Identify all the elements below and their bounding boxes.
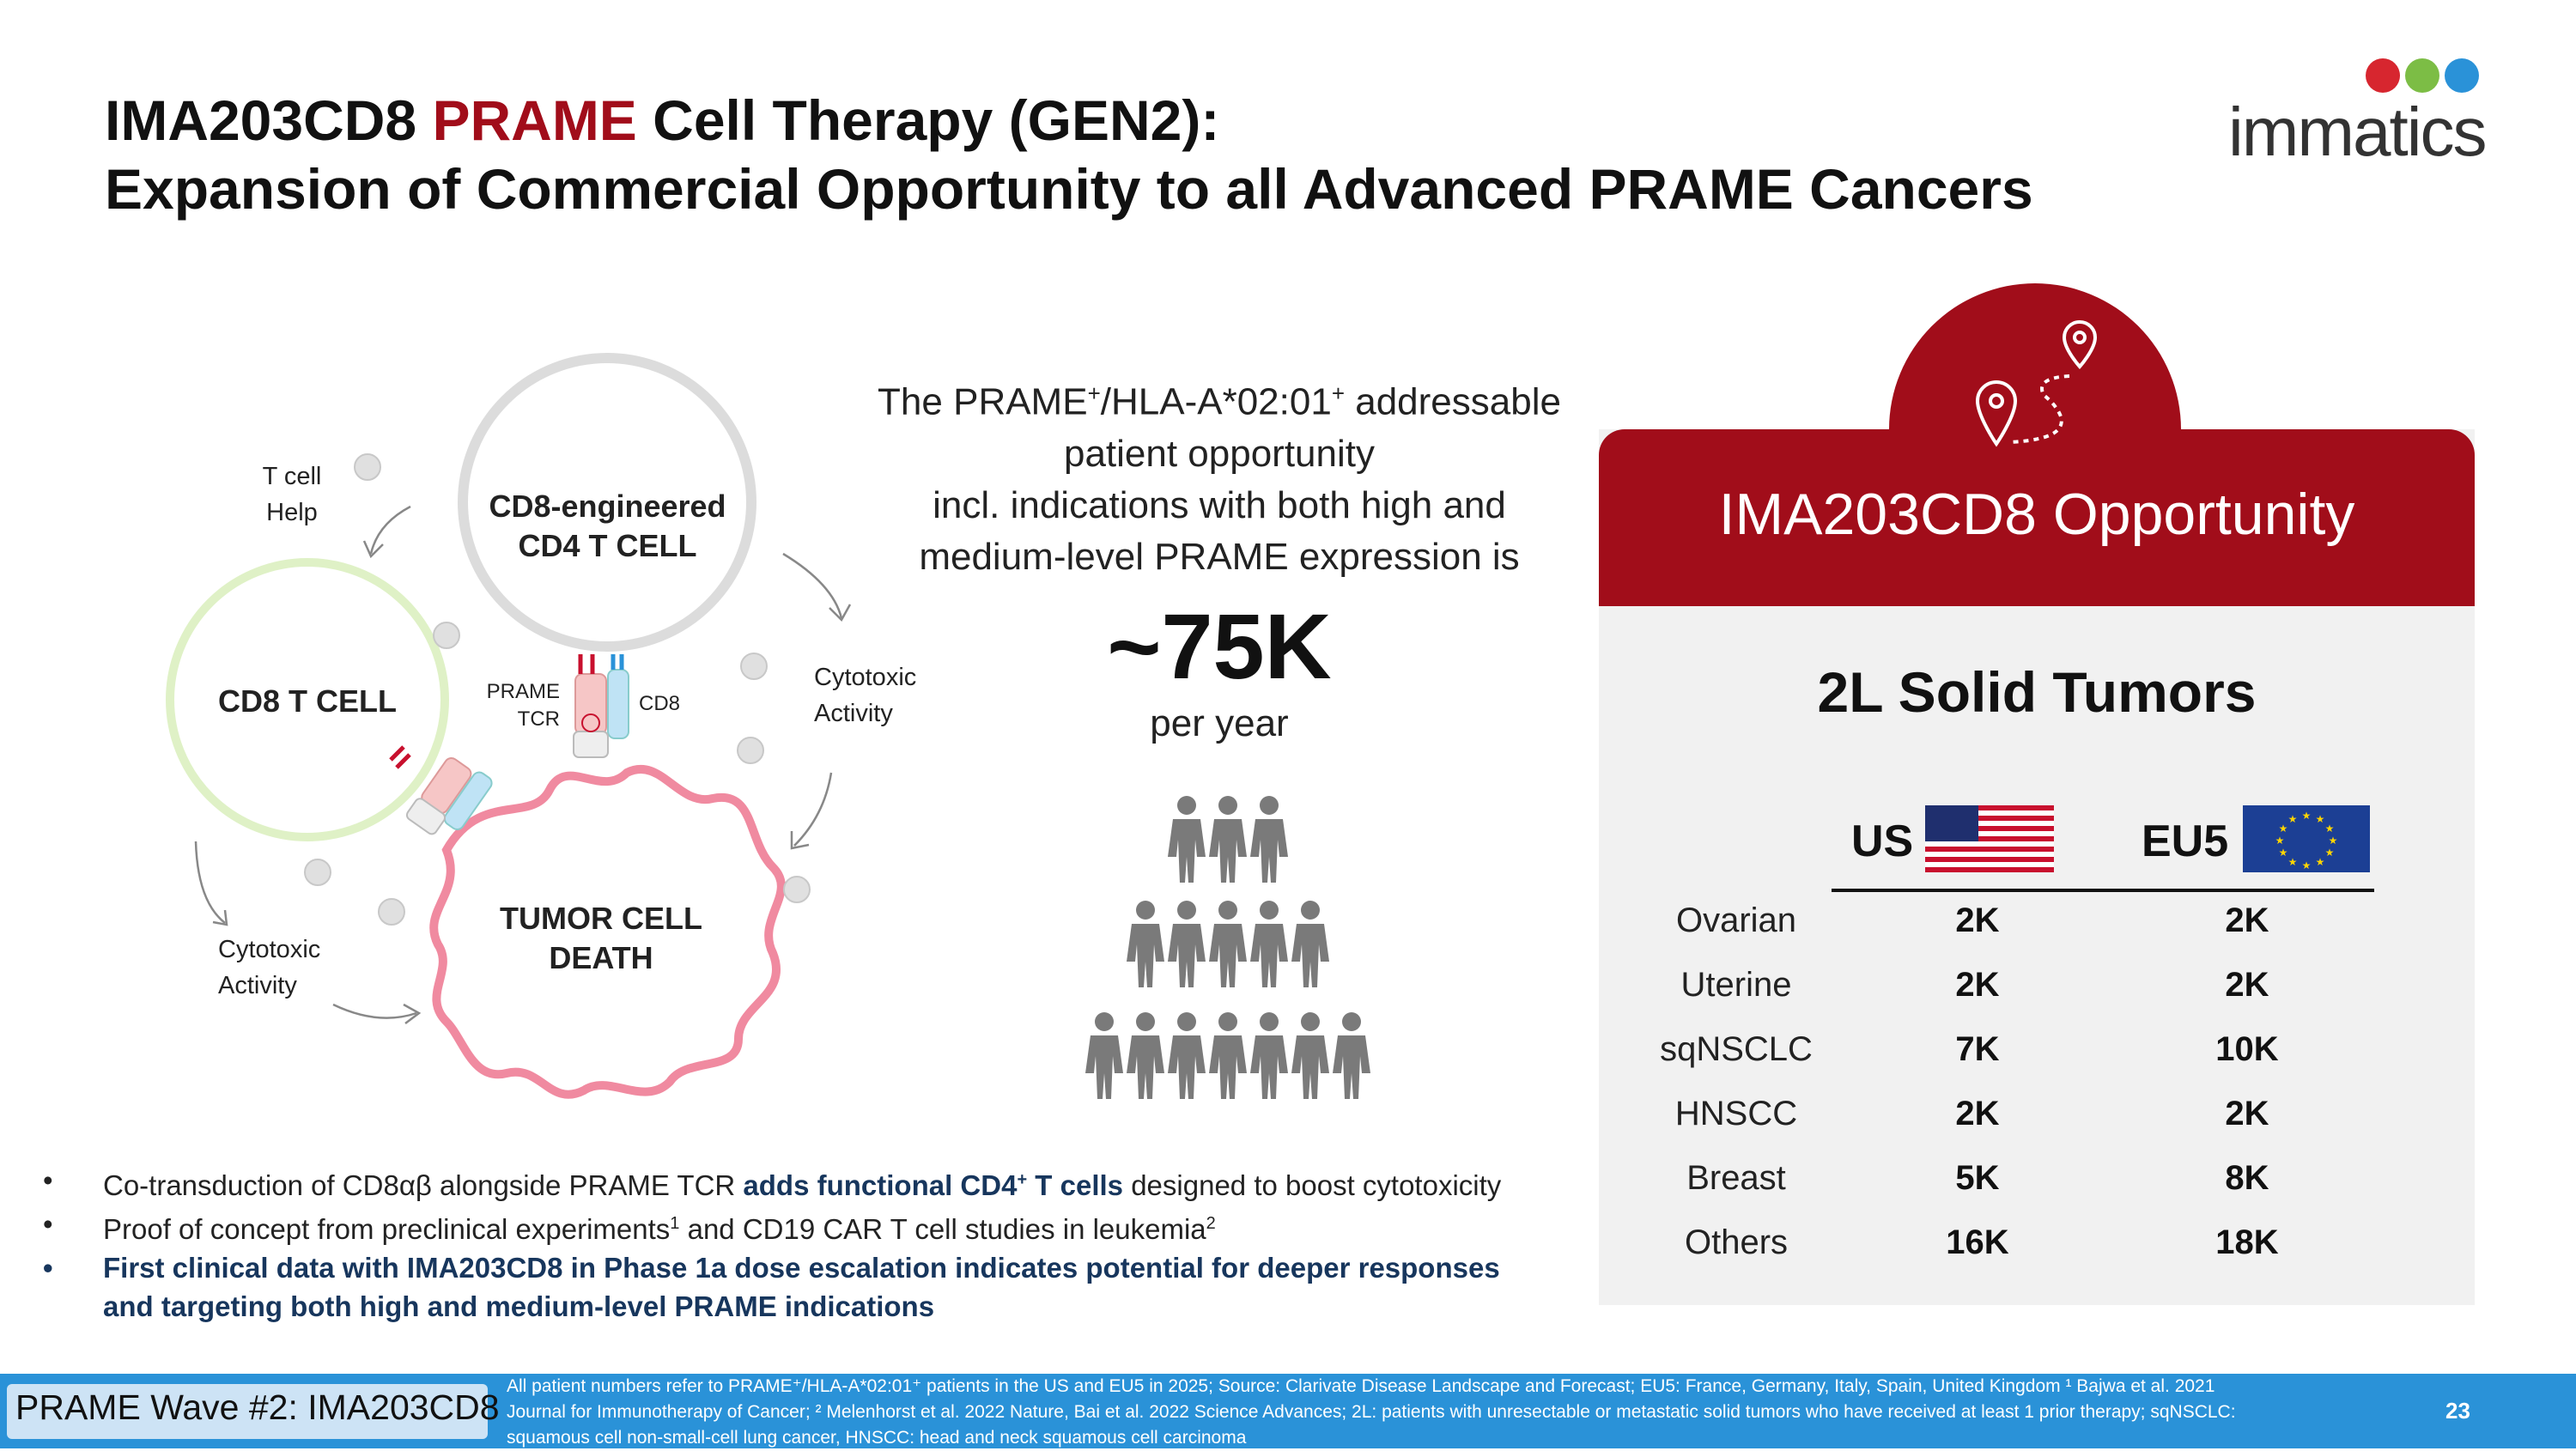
diagram-graphics (166, 353, 852, 1099)
bullet-item: • First clinical data with IMA203CD8 in … (43, 1252, 1500, 1322)
row-label: Breast (1686, 1159, 1786, 1197)
immatics-logo: immatics (2220, 52, 2494, 170)
cytokine-dot (783, 876, 811, 903)
key-points-list: • Co-transduction of CD8αβ alongside PRA… (43, 1161, 1589, 1326)
cytokine-dot (740, 653, 768, 680)
us-flag-icon (1925, 805, 2054, 872)
table-row: Ovarian 2K 2K (1595, 902, 2453, 966)
row-label: Uterine (1680, 966, 1792, 1004)
cytokine-dot (354, 453, 381, 481)
opportunity-line-3: incl. indications with both high and (933, 483, 1506, 526)
t-cell-help-label: T cell Help (262, 463, 322, 526)
us-value: 2K (1955, 902, 2000, 939)
cytotoxic-activity-right: Cytotoxic Activity (814, 664, 917, 727)
prame-tcr-label: PRAME TCR (486, 680, 560, 731)
eu-value: 8K (2225, 1159, 2269, 1197)
per-year-label: per year (1150, 702, 1289, 744)
cd8-cell-label: CD8 T CELL (217, 683, 397, 719)
footnotes: All patient numbers refer to PRAME⁺/HLA-… (507, 1376, 2236, 1448)
logo-dots-icon (2366, 58, 2484, 97)
row-label: HNSCC (1674, 1095, 1798, 1132)
cd8-cell-circle (166, 558, 449, 841)
opportunity-line-4: medium-level PRAME expression is (919, 535, 1520, 578)
cd8-receptor-shape (607, 669, 629, 739)
svg-text:★: ★ (2288, 813, 2298, 825)
slide-title: IMA203CD8 PRAME Cell Therapy (GEN2): Exp… (105, 86, 2033, 223)
logo-wordmark: immatics (2228, 94, 2488, 170)
title-line-1: IMA203CD8 PRAME Cell Therapy (GEN2): (105, 86, 2033, 155)
us-value: 5K (1955, 1159, 2000, 1197)
opportunity-description: The PRAME+/HLA-A*02:01+ addressable pati… (850, 367, 1589, 583)
table-row: HNSCC 2K 2K (1595, 1095, 2453, 1159)
engineered-cell-circle (458, 353, 756, 652)
panel-title: IMA203CD8 Opportunity (1718, 482, 2355, 547)
patient-count: ~75K (1107, 594, 1332, 698)
row-label: Ovarian (1675, 902, 1797, 939)
eu-value: 18K (2215, 1223, 2279, 1261)
bullet-item: • Proof of concept from preclinical expe… (43, 1208, 1216, 1245)
tumor-cell-shape (429, 764, 786, 1099)
page-number: 23 (2445, 1398, 2470, 1424)
svg-text:★: ★ (2279, 823, 2288, 835)
eu-value: 2K (2225, 1095, 2269, 1132)
eu-value: 2K (2225, 902, 2269, 939)
svg-text:★: ★ (2325, 847, 2335, 859)
svg-text:★: ★ (2302, 859, 2312, 871)
eu-value: 2K (2225, 966, 2269, 1004)
opportunity-line-2: patient opportunity (1063, 432, 1376, 475)
panel-header (1599, 429, 2475, 606)
us-value: 2K (1955, 1095, 2000, 1132)
us-column-header: US (1851, 817, 1914, 866)
svg-text:★: ★ (2316, 856, 2325, 868)
svg-text:★: ★ (2325, 823, 2335, 835)
engineered-cell-label: CD8-engineered CD4 T CELL (489, 489, 726, 563)
opportunity-line-1: The PRAME+/HLA-A*02:01+ addressable (878, 380, 1561, 423)
us-value: 7K (1955, 1030, 2000, 1068)
us-value: 2K (1955, 966, 2000, 1004)
cytokine-dot (304, 859, 331, 886)
svg-text:★: ★ (2329, 835, 2338, 847)
section-tag-label: PRAME Wave #2: IMA203CD8 (15, 1387, 500, 1427)
cytokine-dot (378, 898, 405, 926)
panel-subtitle: 2L Solid Tumors (1817, 660, 2257, 724)
map-route-icon (1975, 319, 2098, 447)
table-row: Others 16K 18K (1595, 1223, 2453, 1288)
title-suffix: Cell Therapy (GEN2): (636, 88, 1220, 152)
table-row: Uterine 2K 2K (1595, 966, 2453, 1030)
title-highlight: PRAME (432, 88, 637, 152)
cd8-receptor-label: CD8 (639, 692, 681, 715)
svg-text:★: ★ (2275, 835, 2285, 847)
eu-column-header: EU5 (2142, 817, 2229, 866)
prame-tcr-receptor-shape (574, 673, 607, 735)
title-prefix: IMA203CD8 (105, 88, 433, 152)
eu-value: 10K (2215, 1030, 2279, 1068)
cytotoxic-activity-left: Cytotoxic Activity (218, 936, 321, 999)
section-tag (7, 1384, 488, 1439)
svg-text:★: ★ (2279, 847, 2288, 859)
people-pyramid-icon (1085, 796, 1370, 1099)
row-label: sqNSCLC (1660, 1030, 1813, 1068)
us-value: 16K (1946, 1223, 2009, 1261)
row-label: Others (1684, 1223, 1789, 1261)
table-row: sqNSCLC 7K 10K (1595, 1030, 2453, 1095)
title-line-2: Expansion of Commercial Opportunity to a… (105, 157, 2033, 221)
cytokine-dot (737, 737, 764, 764)
bullet-item: • Co-transduction of CD8αβ alongside PRA… (43, 1164, 1502, 1201)
eu-flag-icon: ★ ★★★★★ ★★★★★★ (2243, 805, 2370, 872)
cytokine-dot (433, 622, 460, 649)
table-row: Breast 5K 8K (1595, 1159, 2453, 1223)
tumor-cell-label: TUMOR CELL DEATH (500, 901, 702, 975)
mechanism-diagram: T cell Help CD8-engineered CD4 T CELL CD8 … (0, 0, 945, 1116)
svg-text:★: ★ (2288, 856, 2298, 868)
table-header-rule (1832, 889, 2374, 892)
svg-text:★: ★ (2302, 810, 2312, 822)
svg-text:★: ★ (2316, 813, 2325, 825)
